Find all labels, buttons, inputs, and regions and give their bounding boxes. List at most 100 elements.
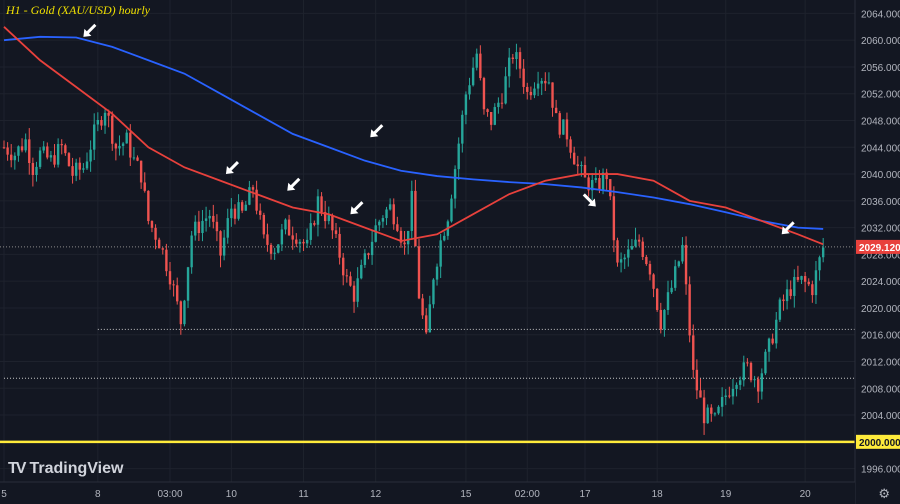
candle-body: [569, 139, 572, 153]
candle-body: [428, 304, 432, 333]
last-price-label-box: [856, 239, 900, 254]
candle-body: [738, 380, 742, 385]
candle-body: [176, 285, 179, 302]
candle-body: [616, 240, 619, 263]
candle-body: [179, 301, 183, 325]
candle-body: [594, 178, 598, 181]
candle-body: [468, 85, 471, 95]
y-tick-label: 2020.000: [861, 304, 900, 315]
candle-body: [453, 169, 457, 199]
candle-body: [82, 168, 85, 170]
candle-body: [793, 276, 796, 296]
candle-body: [280, 229, 284, 245]
candle-body: [508, 57, 511, 77]
candle-body: [735, 384, 738, 389]
candle-body: [64, 145, 67, 154]
candle-body: [504, 76, 507, 104]
candle-body: [56, 144, 60, 165]
x-axis[interactable]: 5 8 03:00 10 11 12 15 02:00 17 18 19 20: [0, 481, 855, 504]
candle-body: [572, 152, 576, 165]
candle-body: [6, 147, 9, 155]
candle-body: [414, 190, 417, 247]
candle-body: [515, 52, 518, 60]
candle-body: [811, 284, 814, 296]
arrow-annotation: [225, 160, 239, 175]
arrow-head: [350, 206, 359, 215]
candle-body: [190, 235, 193, 268]
candle-body: [627, 249, 630, 258]
candle-body: [443, 235, 446, 241]
candle-body: [244, 204, 247, 211]
candle-body: [435, 266, 439, 280]
candle-body: [262, 214, 266, 235]
y-tick-label: 2064.000: [861, 9, 900, 20]
candle-body: [634, 239, 637, 247]
candle-body: [782, 299, 785, 302]
candle-body: [35, 166, 38, 175]
candle-body: [212, 215, 215, 222]
candle-body: [674, 266, 677, 288]
candle-body: [767, 338, 771, 352]
candle-body: [630, 246, 634, 250]
tradingview-logo-icon: TV: [8, 460, 27, 477]
candle-body: [269, 244, 273, 254]
candle-body: [291, 235, 294, 240]
candle-body: [186, 267, 190, 301]
ma-fast-line: [3, 26, 824, 246]
candle-body: [789, 289, 792, 296]
candle-body: [695, 369, 699, 391]
candle-body: [710, 407, 713, 414]
candle-body: [580, 165, 583, 167]
candle-body: [309, 223, 312, 240]
candle-body: [46, 146, 49, 158]
candle-body: [370, 241, 374, 256]
candle-body: [334, 230, 338, 234]
candle-body: [147, 190, 150, 222]
ma-slow-line: [3, 35, 824, 230]
candle-body: [785, 289, 789, 302]
x-tick-label: 03:00: [157, 489, 182, 500]
candle-body: [544, 80, 547, 84]
candle-body: [688, 284, 691, 336]
settings-gear-icon[interactable]: ⚙: [878, 486, 890, 501]
candle-body: [558, 113, 561, 135]
arrow-head: [587, 198, 596, 207]
candle-body: [432, 279, 435, 305]
arrow-annotation: [350, 201, 364, 215]
arrow-head: [781, 226, 790, 235]
candle-body: [796, 276, 800, 280]
candle-body: [497, 102, 500, 108]
y-tick-label: 2012.000: [861, 358, 900, 369]
support-price-label-box: [856, 434, 900, 449]
x-tick-label: 15: [460, 489, 472, 500]
candle-body: [388, 204, 392, 210]
candle-body: [659, 309, 662, 330]
tradingview-logo[interactable]: TV TradingView: [8, 460, 123, 478]
chart-title: H1 - Gold (XAU/USD) hourly: [6, 3, 150, 17]
candle-body: [609, 179, 612, 197]
candle-body: [457, 143, 460, 170]
candle-body: [706, 407, 709, 424]
candle-body: [724, 395, 727, 397]
candle-body: [464, 94, 468, 115]
candle-body: [482, 78, 486, 110]
candle-body: [374, 225, 377, 242]
candle-body: [425, 315, 428, 333]
price-labels: 2029.120 2000.000: [856, 239, 900, 449]
candle-body: [284, 219, 287, 230]
x-tick-label: 12: [370, 489, 382, 500]
candle-body: [518, 52, 522, 69]
candle-body: [60, 144, 63, 146]
arrow-head: [83, 28, 92, 37]
candle-body: [305, 239, 309, 244]
candle-body: [204, 218, 208, 221]
x-tick-label: 5: [1, 489, 7, 500]
candle-body: [677, 261, 681, 267]
candle-body: [20, 146, 24, 151]
candle-body: [259, 210, 262, 215]
candle-body: [652, 274, 655, 289]
candle-body: [778, 299, 782, 320]
candle-body: [807, 281, 810, 285]
candle-body: [742, 362, 745, 381]
